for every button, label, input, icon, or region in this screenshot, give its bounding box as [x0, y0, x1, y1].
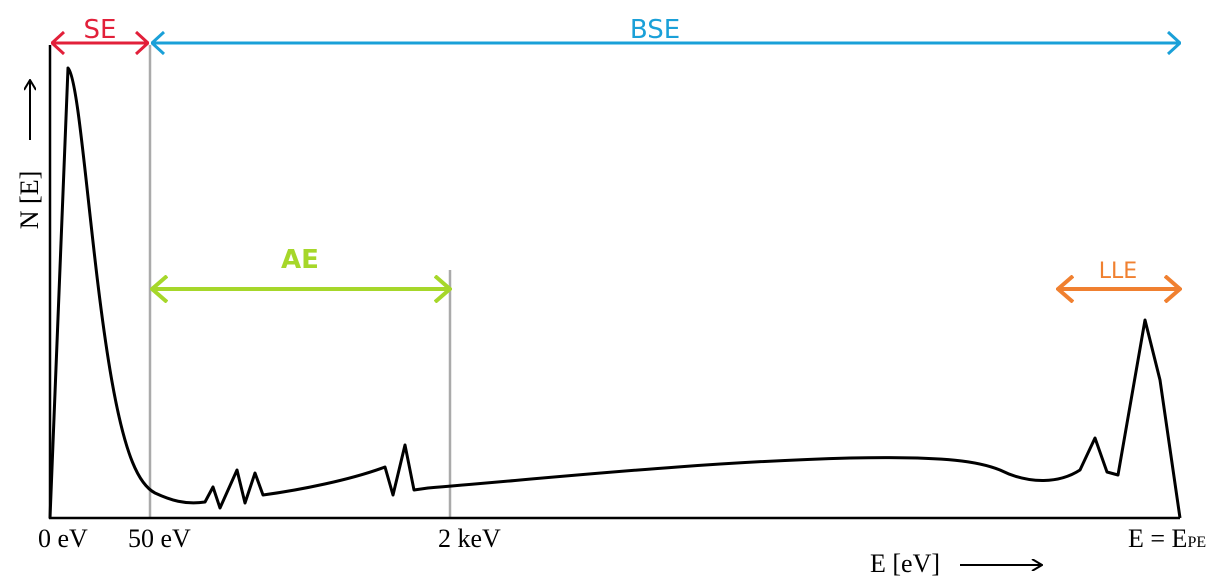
x-marker: 2 keV	[438, 524, 501, 553]
spectrum-curve	[48, 66, 1182, 519]
end-marker-subscript: PE	[1187, 534, 1206, 551]
region-label: AE	[281, 245, 319, 275]
x-marker: 50 eV	[128, 524, 191, 553]
y-axis-label: N [E]	[15, 171, 44, 229]
end-marker-text: E = E	[1128, 524, 1187, 553]
x-marker: 0 eV	[38, 524, 88, 553]
region-label: LLE	[1099, 259, 1137, 284]
x-axis-label: E [eV]	[870, 549, 940, 578]
region-label: SE	[84, 15, 117, 45]
region-label: BSE	[630, 15, 680, 45]
end-marker: E = EPE	[1128, 524, 1206, 553]
